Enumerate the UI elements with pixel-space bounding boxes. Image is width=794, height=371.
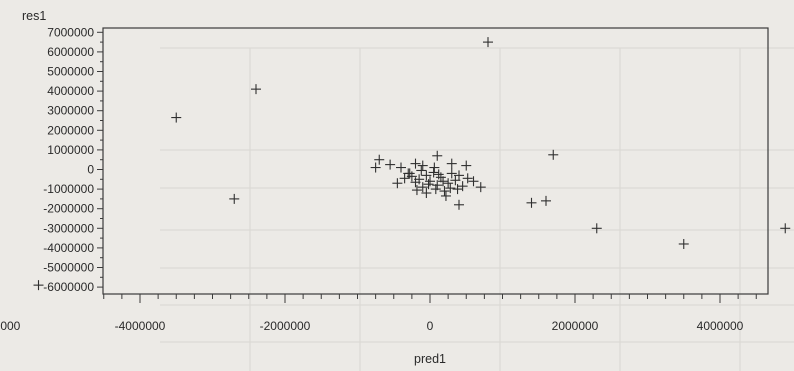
data-point xyxy=(421,170,432,181)
y-tick-label: -5000000 xyxy=(43,261,94,275)
data-point xyxy=(440,190,451,201)
y-tick-label: 6000000 xyxy=(47,45,94,59)
data-point xyxy=(385,159,396,170)
data-point xyxy=(374,154,385,165)
data-point xyxy=(438,176,449,187)
y-tick-label: 5000000 xyxy=(47,65,94,79)
plot-area-frame xyxy=(102,27,769,295)
data-point xyxy=(446,168,457,179)
data-point xyxy=(370,162,381,173)
x-tick-label: 0 xyxy=(427,319,434,333)
data-point xyxy=(171,112,182,123)
data-point xyxy=(433,169,444,180)
data-point xyxy=(396,162,406,173)
data-point xyxy=(404,168,415,179)
y-tick-label: -1000000 xyxy=(43,182,94,196)
y-tick-label: 4000000 xyxy=(47,84,94,98)
data-point xyxy=(450,175,461,186)
data-point xyxy=(446,158,457,169)
y-tick-label: 2000000 xyxy=(47,123,94,137)
y-tick-label: 0 xyxy=(87,163,94,177)
y-axis: 7000000 6000000 5000000 4000000 3000000 20000… xyxy=(43,25,103,294)
data-point xyxy=(417,182,428,193)
data-point xyxy=(432,180,443,191)
x-tick-label: 2000000 xyxy=(552,319,599,333)
y-tick-label: -3000000 xyxy=(43,221,94,235)
data-point xyxy=(421,188,432,199)
y-tick-label: 1000000 xyxy=(47,143,94,157)
data-point xyxy=(462,173,473,184)
data-point xyxy=(468,176,479,187)
y-tick-label: -6000000 xyxy=(43,280,94,294)
y-axis-title: res1 xyxy=(22,9,46,23)
x-axis-title: pred1 xyxy=(414,352,446,366)
data-point xyxy=(411,185,422,196)
data-point xyxy=(439,186,450,197)
x-axis: -6000000-4000000-20000000200000040000006… xyxy=(0,294,757,333)
data-point xyxy=(526,197,537,208)
data-point xyxy=(399,173,410,184)
data-point xyxy=(591,223,602,234)
data-point xyxy=(392,178,403,189)
x-tick-label: -2000000 xyxy=(260,319,311,333)
data-point xyxy=(678,238,689,249)
x-tick-label: -4000000 xyxy=(115,319,166,333)
data-point xyxy=(452,184,463,195)
y-tick-label: 3000000 xyxy=(47,104,94,118)
data-point xyxy=(454,199,464,210)
data-point xyxy=(428,167,439,178)
data-point xyxy=(445,183,456,194)
data-point xyxy=(229,193,240,204)
data-point xyxy=(429,162,440,173)
y-tick-label: -2000000 xyxy=(43,202,94,216)
data-point xyxy=(780,223,791,234)
data-point xyxy=(416,165,427,176)
x-tick-label: 4000000 xyxy=(697,319,744,333)
data-points xyxy=(33,37,791,291)
data-point xyxy=(432,150,443,161)
data-point xyxy=(410,158,421,169)
data-point xyxy=(251,84,261,95)
data-point xyxy=(461,160,472,171)
scan-bleed-through xyxy=(160,47,794,371)
y-tick-label: 7000000 xyxy=(47,25,94,39)
x-tick-label: -6000000 xyxy=(0,319,21,333)
data-point xyxy=(410,177,421,188)
data-point xyxy=(33,280,44,291)
data-point xyxy=(430,184,441,195)
data-point xyxy=(483,37,493,48)
y-tick-label: -4000000 xyxy=(43,241,94,255)
data-point xyxy=(548,149,559,160)
data-point xyxy=(423,179,434,190)
data-point xyxy=(541,195,551,206)
data-point xyxy=(475,182,486,193)
data-point xyxy=(457,181,468,192)
data-point xyxy=(417,160,428,171)
data-point xyxy=(443,178,454,189)
